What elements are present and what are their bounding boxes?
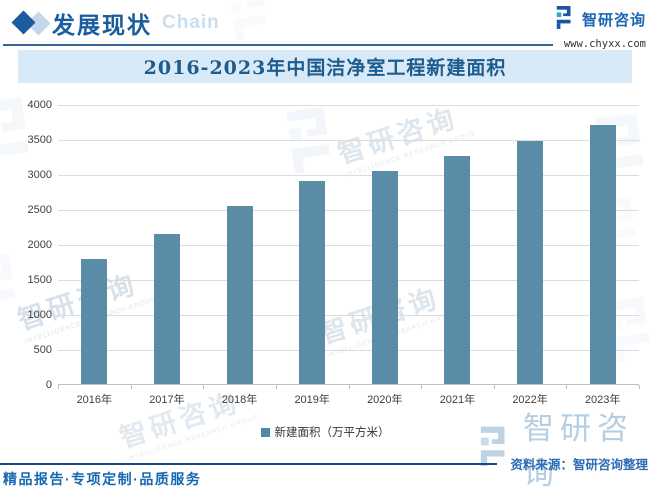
bar-2016年 <box>81 259 108 384</box>
chart-legend: 新建面积（万平方米） <box>0 424 650 440</box>
footer-divider <box>0 463 497 465</box>
watermark-brand-text: 智研咨询 <box>523 411 634 490</box>
gridline <box>58 245 639 246</box>
gridline <box>58 175 639 176</box>
gridline <box>58 280 639 281</box>
bar-2021年 <box>444 156 471 384</box>
legend-label: 新建面积（万平方米） <box>274 427 390 439</box>
x-axis-labels: 2016年 2017年 2018年 2019年 2020年 2021年 2022年 2023年 <box>58 391 639 407</box>
y-tick-label: 500 <box>33 344 52 356</box>
gridline <box>58 350 639 351</box>
gridline <box>58 140 639 141</box>
section-title: 发展现状 <box>52 12 152 38</box>
brand-name: 智研咨询 <box>581 12 646 29</box>
y-tick-label: 1000 <box>27 309 52 321</box>
bar-2017年 <box>153 233 180 384</box>
x-axis-tick <box>493 385 495 389</box>
background-logo-watermark-icon <box>222 0 282 46</box>
gridline <box>58 210 639 211</box>
x-axis-tick <box>275 385 277 389</box>
y-tick-label: 1500 <box>27 274 52 286</box>
header-left: 发展现状 Chain <box>8 6 220 40</box>
bar-2020年 <box>371 170 398 384</box>
x-tick-label: 2016年 <box>76 394 113 406</box>
y-tick-label: 3500 <box>27 134 52 146</box>
x-tick-label: 2022年 <box>512 394 548 406</box>
x-tick-label: 2017年 <box>149 394 185 406</box>
x-axis-tick <box>58 385 59 389</box>
bottom-right-watermark: 智研咨询 <box>476 403 650 490</box>
services-tagline: 精品报告·专项定制·品质服务 <box>3 471 202 487</box>
bar-2018年 <box>226 206 253 384</box>
chain-watermark-text: Chain <box>162 12 220 33</box>
x-axis-tick <box>421 385 423 389</box>
y-tick-label: 4000 <box>27 99 52 111</box>
x-tick-label: 2018年 <box>221 394 258 406</box>
x-axis-tick <box>203 385 205 389</box>
diamond-dark-icon <box>11 10 36 35</box>
x-axis-tick <box>348 385 350 389</box>
bar-2019年 <box>299 181 326 384</box>
legend-swatch <box>260 427 270 437</box>
plot-area <box>58 105 639 385</box>
y-tick-label: 3000 <box>27 169 52 181</box>
y-tick-label: 2000 <box>27 239 52 251</box>
x-axis-tick <box>566 385 568 389</box>
x-tick-label: 2019年 <box>294 394 330 406</box>
y-tick-label: 2500 <box>27 204 52 216</box>
x-axis-tick <box>639 385 640 389</box>
brand-url: www.chyxx.com <box>563 38 646 50</box>
y-tick-label: 0 <box>45 379 52 391</box>
header-brand: 智研咨询 www.chyxx.com <box>554 5 646 50</box>
y-axis-labels: 0 500 1000 1500 2000 2500 3000 3500 4000 <box>0 99 52 391</box>
header-divider <box>3 44 553 46</box>
data-source-label: 资料来源：智研咨询整理 <box>510 458 648 472</box>
x-tick-label: 2023年 <box>584 394 621 406</box>
chart-title: 2016-2023年中国洁净室工程新建面积 <box>143 57 507 79</box>
bar-2022年 <box>517 141 544 384</box>
x-axis-tick <box>130 385 132 389</box>
chart-title-band: 2016-2023年中国洁净室工程新建面积 <box>18 50 632 83</box>
zhiyan-logo-icon <box>554 5 576 34</box>
x-tick-label: 2021年 <box>439 394 476 406</box>
bar-2023年 <box>589 125 616 384</box>
x-tick-label: 2020年 <box>367 394 403 406</box>
gridline <box>58 315 639 316</box>
diamond-icon <box>8 7 52 39</box>
gridline <box>58 105 639 106</box>
